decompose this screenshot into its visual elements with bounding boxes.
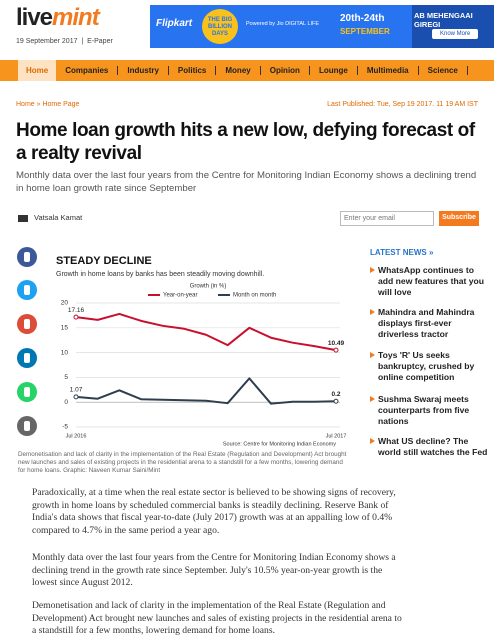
y-tick-label: 10 <box>61 349 69 356</box>
epaper-link[interactable]: E-Paper <box>87 38 113 45</box>
end-point <box>333 347 339 353</box>
data-label: 1.07 <box>70 387 83 394</box>
published: Last Published: Tue, Sep 19 2017. 11 19 … <box>327 101 478 108</box>
ad-month: SEPTEMBER <box>340 27 390 36</box>
paragraph: Demonetisation and lack of clarity in th… <box>32 600 402 637</box>
nav-item[interactable]: Companies <box>56 66 119 75</box>
nav-item[interactable]: Multimedia <box>358 66 419 75</box>
legend-label: Month on month <box>233 293 276 299</box>
nav-bar: Home Companies Industry Politics Money Opinio… <box>0 60 494 81</box>
paragraph: Paradoxically, at a time when the real e… <box>32 487 396 536</box>
data-label: 17.16 <box>68 307 85 314</box>
chart-source: Source: Centre for Monitoring Indian Eco… <box>223 441 336 447</box>
ad-event: THE BIG BILLION DAYS <box>202 9 238 44</box>
y-tick-label: -5 <box>62 424 68 431</box>
data-label: 0.2 <box>331 391 340 398</box>
nav-item[interactable]: Industry <box>118 66 169 75</box>
y-tick-label: 20 <box>61 300 69 307</box>
y-tick-label: 5 <box>64 374 68 381</box>
legend-title: Growth (in %) <box>190 284 227 290</box>
article-summary: Monthly data over the last four years fr… <box>16 170 477 194</box>
ad-brand: Flipkart <box>156 18 193 29</box>
nav-item[interactable]: Science <box>419 66 468 75</box>
data-label: 10.49 <box>328 340 345 347</box>
chart-caption: Demonetisation and lack of clarity in th… <box>18 451 347 474</box>
email-share[interactable] <box>17 416 37 436</box>
chart-title: STEADY DECLINE <box>56 255 152 267</box>
logo-mint: mint <box>52 4 100 31</box>
end-point <box>333 398 339 404</box>
news-item[interactable]: Mahindra and Mahindra displays first-eve… <box>370 307 488 340</box>
news-item[interactable]: What US decline? The world still watches… <box>370 436 488 458</box>
linkedin-share[interactable] <box>17 348 37 368</box>
ad-cta[interactable]: Know More <box>432 29 479 39</box>
end-point <box>73 314 79 320</box>
series-line <box>75 312 337 352</box>
ad-slogan: AB MEHENGAAI GIREGI <box>414 11 473 29</box>
twitter-share[interactable] <box>17 280 37 300</box>
googleplus-share[interactable] <box>17 314 37 334</box>
chart-subtitle: Growth in home loans by banks has been s… <box>56 271 264 278</box>
news-item[interactable]: Toys 'R' Us seeks bankruptcy, crushed by… <box>370 350 488 383</box>
ad-dates: 20th-24th <box>340 13 385 24</box>
latest-news-heading[interactable]: LATEST NEWS » <box>370 248 434 257</box>
news-item[interactable]: WhatsApp continues to add new features t… <box>370 265 488 298</box>
nav-item[interactable]: Politics <box>169 66 217 75</box>
legend-label: Year-on-year <box>163 293 197 299</box>
series-line <box>75 377 337 405</box>
author[interactable]: Vatsala Kamat <box>34 213 83 222</box>
x-tick-label: Jul 2016 <box>66 433 87 439</box>
article-title: Home loan growth hits a new low, defying… <box>16 120 475 164</box>
date: 19 September 2017 <box>16 38 78 45</box>
y-tick-label: 15 <box>61 325 69 332</box>
nav-item[interactable]: Money <box>216 66 261 75</box>
breadcrumb[interactable]: Home » Home Page <box>16 101 80 108</box>
y-tick-label: 0 <box>64 399 68 406</box>
facebook-share[interactable] <box>17 247 37 267</box>
ad-banner[interactable]: Flipkart THE BIG BILLION DAYS Powered by… <box>150 5 494 48</box>
logo-live: live <box>16 4 53 31</box>
x-tick-label: Jul 2017 <box>326 433 347 439</box>
chart: STEADY DECLINE Growth in home loans by b… <box>56 255 347 448</box>
ad-powered: Powered by Jio DIGITAL LIFE <box>246 21 320 27</box>
nav-item[interactable]: Home <box>18 60 57 81</box>
email-input[interactable]: Enter your email <box>340 211 434 226</box>
logo[interactable]: livemint <box>16 4 100 32</box>
end-point <box>73 394 79 400</box>
paragraph: Monthly data over the last four years fr… <box>32 552 396 589</box>
date-line: 19 September 2017 | E-Paper <box>16 38 113 45</box>
whatsapp-share[interactable] <box>17 382 37 402</box>
nav-item[interactable]: Opinion <box>261 66 310 75</box>
subscribe-button[interactable]: Subscribe <box>439 211 479 226</box>
news-item[interactable]: Sushma Swaraj meets counterparts from fi… <box>370 394 488 427</box>
nav-item[interactable]: Lounge <box>310 66 358 75</box>
